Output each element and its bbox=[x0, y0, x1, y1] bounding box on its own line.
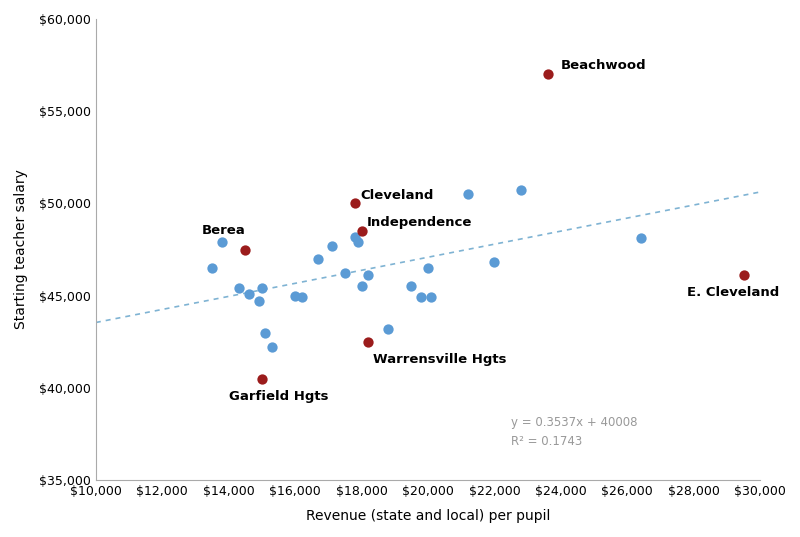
Text: Beachwood: Beachwood bbox=[561, 60, 646, 72]
Point bbox=[255, 374, 268, 383]
Point bbox=[737, 271, 750, 280]
Point bbox=[216, 238, 229, 246]
Point bbox=[362, 337, 374, 346]
Point bbox=[514, 186, 527, 195]
Point bbox=[349, 233, 362, 241]
Text: Warrensville Hgts: Warrensville Hgts bbox=[374, 353, 506, 366]
Point bbox=[352, 238, 365, 246]
Point bbox=[405, 282, 418, 291]
Point bbox=[312, 255, 325, 263]
Point bbox=[355, 227, 368, 235]
Point bbox=[266, 343, 278, 352]
Text: y = 0.3537x + 40008
R² = 0.1743: y = 0.3537x + 40008 R² = 0.1743 bbox=[511, 416, 638, 447]
Point bbox=[362, 271, 374, 280]
Point bbox=[289, 292, 302, 300]
Y-axis label: Starting teacher salary: Starting teacher salary bbox=[14, 170, 28, 330]
Point bbox=[355, 282, 368, 291]
X-axis label: Revenue (state and local) per pupil: Revenue (state and local) per pupil bbox=[306, 509, 550, 523]
Point bbox=[462, 190, 474, 199]
Point bbox=[239, 245, 252, 254]
Point bbox=[252, 297, 265, 306]
Point bbox=[382, 324, 394, 333]
Point bbox=[295, 293, 308, 302]
Point bbox=[259, 328, 272, 337]
Text: E. Cleveland: E. Cleveland bbox=[687, 286, 779, 299]
Point bbox=[326, 242, 338, 250]
Text: Independence: Independence bbox=[366, 216, 472, 229]
Point bbox=[349, 199, 362, 208]
Point bbox=[255, 284, 268, 293]
Point bbox=[634, 234, 647, 243]
Point bbox=[425, 293, 438, 302]
Point bbox=[488, 258, 501, 267]
Point bbox=[206, 264, 218, 272]
Text: Garfield Hgts: Garfield Hgts bbox=[229, 390, 328, 403]
Point bbox=[242, 289, 255, 298]
Point bbox=[338, 269, 351, 278]
Point bbox=[232, 284, 245, 293]
Point bbox=[415, 293, 428, 302]
Point bbox=[541, 70, 554, 78]
Text: Berea: Berea bbox=[202, 223, 246, 237]
Point bbox=[422, 264, 434, 272]
Text: Cleveland: Cleveland bbox=[360, 188, 434, 201]
